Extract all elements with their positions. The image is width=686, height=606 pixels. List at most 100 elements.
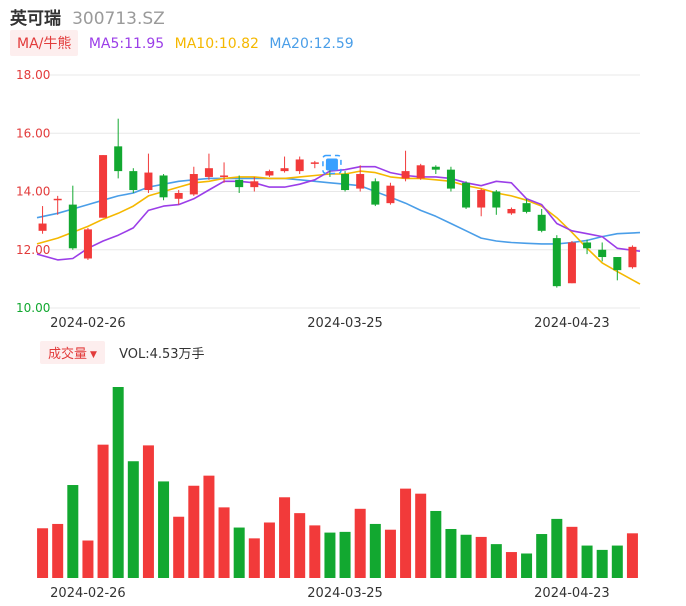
stock-code: 300713.SZ: [72, 9, 165, 29]
volume-bar: [294, 513, 306, 578]
volume-bar: [112, 387, 124, 578]
volume-bar: [369, 523, 381, 578]
volume-bar: [158, 481, 170, 578]
volume-bar: [384, 529, 396, 578]
volume-bar: [354, 508, 366, 578]
candle: [567, 241, 576, 284]
ma20-line: [36, 177, 641, 245]
candle-body: [522, 203, 531, 212]
candle: [462, 181, 471, 209]
candle: [159, 174, 168, 201]
volume-bar: [203, 475, 215, 578]
candle-body: [341, 174, 350, 191]
ma5-legend-label: MA5:11.95: [88, 36, 165, 52]
volume-date-label: 2024-02-26: [50, 586, 126, 601]
price-date-label: 2024-04-23: [534, 316, 610, 331]
volume-bar: [611, 545, 623, 578]
volume-bar: [445, 528, 457, 578]
volume-bar: [626, 533, 638, 578]
volume-bar: [188, 485, 200, 578]
candle-body: [189, 174, 198, 195]
candle: [114, 118, 123, 179]
price-tick-label: 18.00: [16, 68, 50, 82]
caret-down-icon: ▼: [90, 350, 97, 360]
candle: [53, 195, 62, 215]
candle: [583, 239, 592, 255]
candle: [235, 175, 244, 193]
candle: [83, 227, 92, 260]
candle: [68, 185, 77, 250]
volume-bar: [233, 527, 245, 578]
candle-body: [220, 175, 229, 177]
price-axis-ticks: 10.00 12.00 14.00 16.00 18.00: [16, 68, 50, 315]
candle: [250, 176, 259, 192]
candle: [129, 168, 138, 193]
candle: [189, 166, 198, 196]
candle-body: [567, 242, 576, 284]
candle-body: [159, 175, 168, 198]
candle: [522, 198, 531, 214]
ma-selector-button[interactable]: MA/牛熊: [10, 30, 79, 56]
candle-body: [462, 182, 471, 208]
candle: [144, 153, 153, 193]
candle: [341, 171, 350, 192]
volume-bar: [218, 507, 230, 578]
marker-icon: [325, 158, 338, 171]
candle-body: [401, 171, 410, 179]
candle: [628, 245, 637, 269]
volume-bar: [521, 553, 533, 578]
ma20-legend-label: MA20:12.59: [269, 36, 354, 52]
candle-body: [144, 172, 153, 191]
candle-body: [295, 159, 304, 172]
candle-body: [83, 229, 92, 259]
candle-body: [552, 238, 561, 287]
volume-bar: [37, 528, 49, 578]
volume-bar: [505, 552, 517, 578]
stock-name: 英可瑞: [10, 9, 61, 29]
candle: [280, 156, 289, 173]
volume-bar: [279, 497, 291, 578]
price-tick-label: 12.00: [16, 243, 50, 257]
candle-body: [507, 208, 516, 214]
candle-body: [583, 242, 592, 249]
candle: [401, 150, 410, 182]
candle-body: [265, 171, 274, 176]
candle-body: [446, 169, 455, 189]
candle-body: [53, 198, 62, 201]
candle: [537, 208, 546, 233]
marker-frame: [322, 154, 342, 175]
candle-body: [613, 257, 622, 271]
volume-bar: [581, 545, 593, 578]
price-tick-label: 16.00: [16, 126, 50, 140]
volume-bar: [566, 526, 578, 578]
volume-selector-label: 成交量: [48, 347, 88, 362]
candle: [99, 155, 108, 218]
candle: [492, 190, 501, 215]
volume-bar: [536, 534, 548, 578]
candle: [174, 190, 183, 205]
ma10-legend-label: MA10:10.82: [174, 36, 259, 52]
candle-body: [129, 171, 138, 191]
candle-body: [598, 249, 607, 258]
volume-bar: [430, 510, 442, 578]
candle-body: [537, 214, 546, 231]
candle: [477, 188, 486, 217]
candle: [220, 162, 229, 183]
ma5-line: [36, 165, 641, 261]
volume-bar: [263, 522, 275, 578]
candle: [265, 169, 274, 177]
volume-selector-button[interactable]: 成交量 ▼: [40, 341, 105, 364]
volume-date-label: 2024-04-23: [534, 586, 610, 601]
volume-bars: [37, 387, 638, 578]
candle-body: [204, 168, 213, 177]
volume-bar: [67, 485, 79, 578]
volume-bar: [82, 540, 94, 578]
candle-body: [280, 168, 289, 172]
candle-body: [492, 191, 501, 208]
candle: [204, 153, 213, 180]
candle-body: [356, 174, 365, 189]
ma-lines: [36, 165, 641, 285]
candle-body: [310, 162, 319, 164]
candle-body: [68, 204, 77, 249]
